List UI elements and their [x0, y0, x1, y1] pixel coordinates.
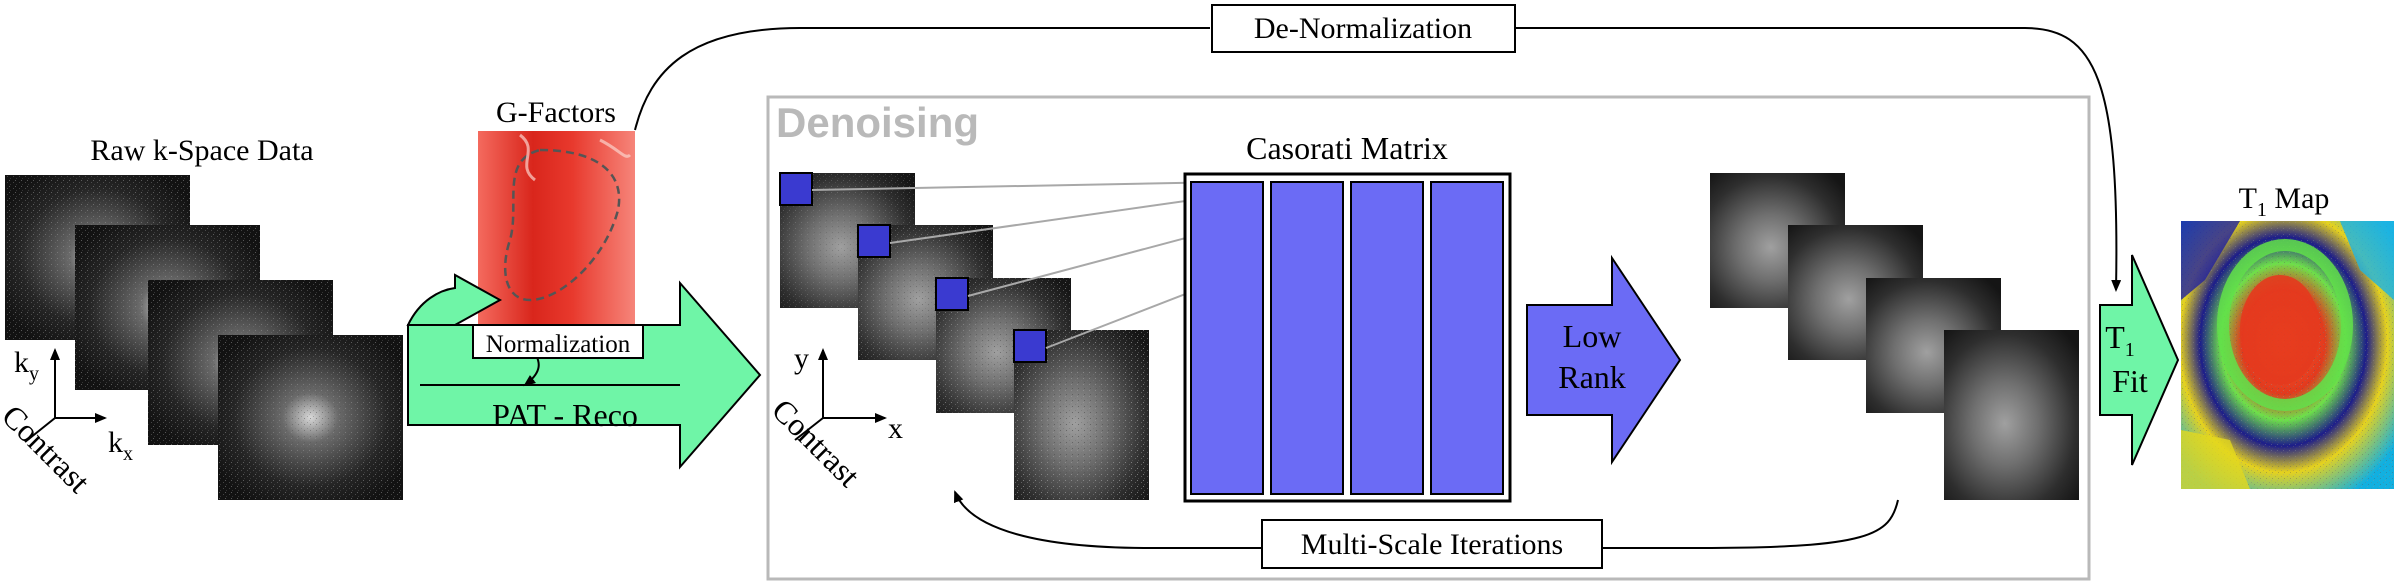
patch-4 — [1013, 329, 1047, 363]
denoise-axis-depth-label: Contrast — [765, 391, 867, 493]
gfactors-title: G-Factors — [496, 96, 616, 129]
casorati-matrix: Casorati Matrix — [1183, 130, 1512, 503]
de-normalization-path-right — [1515, 27, 2122, 292]
de-normalization-path-left — [634, 27, 1210, 131]
low-rank-line1: Low — [1563, 318, 1622, 354]
denoising-title: Denoising — [776, 99, 979, 146]
low-rank-line2: Rank — [1558, 359, 1626, 395]
casorati-title: Casorati Matrix — [1246, 130, 1448, 166]
raw-kspace-stack: Raw k-Space Data ky kx Contrast — [0, 134, 403, 500]
t1-fit-arrow: T1 Fit — [2099, 254, 2180, 466]
raw-kspace-title: Raw k-Space Data — [90, 134, 313, 167]
denoise-axes: y x Contrast — [765, 342, 903, 494]
casorati-column-4 — [1430, 181, 1504, 495]
normalization-inflow — [406, 273, 503, 326]
gfactors-map: G-Factors — [478, 96, 635, 336]
patch-2 — [857, 224, 891, 258]
t1-map-title: T1 Map — [2239, 182, 2330, 221]
multi-scale-iterations-label: Multi-Scale Iterations — [1301, 528, 1563, 561]
denoise-axis-y-label: y — [794, 342, 809, 375]
t1-fit-line1: T1 — [2105, 319, 2135, 361]
kspace-axis-y-label: ky — [14, 346, 39, 385]
denoising-input-stack — [779, 172, 1474, 500]
multi-scale-iterations-box: Multi-Scale Iterations — [1261, 519, 1603, 569]
iterations-loop-arrow — [954, 490, 1899, 549]
kspace-axis-depth-label: Contrast — [0, 397, 97, 499]
gfactors-image — [478, 131, 635, 336]
denoising-block: Denoising y x — [765, 95, 2091, 581]
denoising-frame — [766, 95, 2091, 581]
casorati-column-2 — [1270, 181, 1344, 495]
pat-reco-arrow: Normalization PAT - Reco — [406, 273, 762, 470]
denoise-output-frame-4 — [1944, 330, 2079, 500]
casorati-column-1 — [1190, 181, 1264, 495]
de-normalization-label: De-Normalization — [1254, 12, 1472, 45]
normalization-label: Normalization — [486, 331, 631, 358]
patch-3 — [935, 277, 969, 311]
denoising-output-stack — [1710, 173, 2079, 500]
t1-map: T1 Map — [2181, 182, 2394, 489]
patch-1 — [779, 172, 813, 206]
de-normalization-box: De-Normalization — [1211, 4, 1516, 53]
gfactors-roi-outline — [503, 148, 621, 302]
pat-reco-label: PAT - Reco — [492, 397, 638, 433]
low-rank-arrow: Low Rank — [1526, 254, 1682, 466]
casorati-column-3 — [1350, 181, 1424, 495]
t1-fit-line2: Fit — [2112, 363, 2148, 399]
kspace-axis-x-label: kx — [108, 426, 133, 465]
denoise-axis-x-label: x — [888, 412, 903, 445]
normalization-box: Normalization — [472, 324, 644, 359]
